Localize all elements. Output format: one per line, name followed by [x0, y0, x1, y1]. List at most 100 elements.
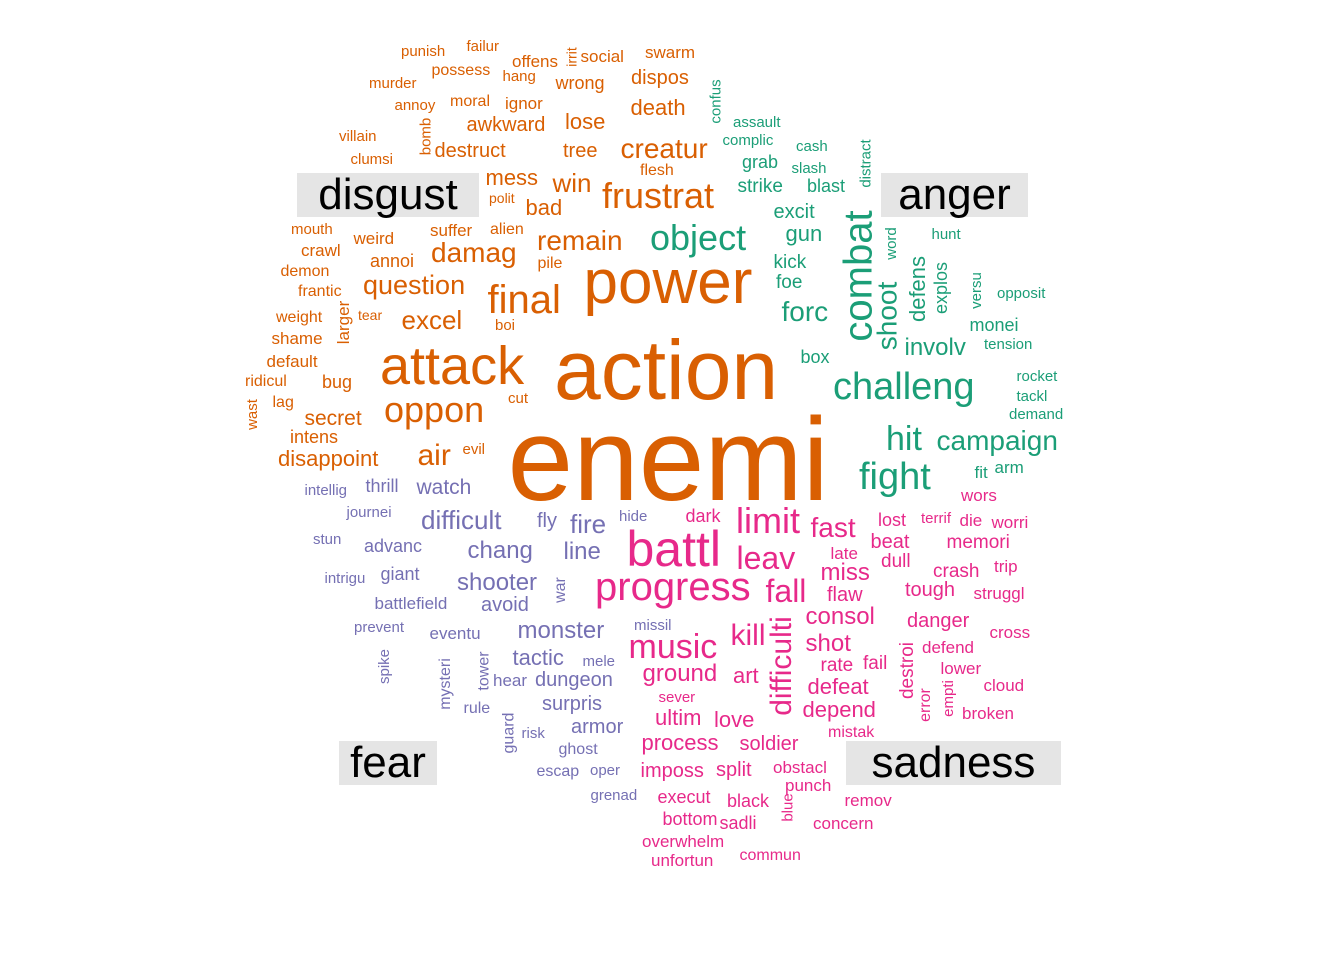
word-fit: fit	[974, 462, 988, 482]
word-unfortun: unfortun	[651, 850, 714, 870]
word-defeat: defeat	[807, 674, 869, 699]
word-cloud: cloud	[983, 675, 1025, 695]
word-lower: lower	[940, 658, 982, 678]
word-death: death	[630, 95, 686, 120]
word-mouth: mouth	[291, 220, 333, 238]
word-excel: excel	[401, 305, 463, 335]
word-larger: larger	[333, 300, 353, 344]
word-tackl: tackl	[1016, 387, 1048, 405]
word-beat: beat	[870, 531, 910, 553]
word-confus: confus	[707, 78, 725, 124]
word-fall: fall	[765, 573, 807, 609]
word-swarm: swarm	[645, 42, 696, 62]
word-cross: cross	[989, 622, 1031, 642]
word-murder: murder	[369, 74, 417, 92]
word-blue: blue	[779, 792, 797, 822]
word-cash: cash	[796, 137, 828, 155]
word-dull: dull	[881, 550, 911, 572]
word-monei: monei	[969, 315, 1019, 335]
word-offens: offens	[512, 51, 559, 71]
word-defens: defens	[905, 255, 931, 323]
word-irrit: irrit	[563, 47, 580, 67]
word-obstacl: obstacl	[773, 757, 827, 777]
word-hide: hide	[619, 507, 648, 525]
word-late: late	[830, 543, 858, 563]
word-excit: excit	[773, 201, 815, 223]
word-guard: guard	[499, 712, 517, 754]
word-secret: secret	[304, 406, 362, 430]
word-bottom: bottom	[662, 809, 718, 829]
word-rocket: rocket	[1016, 367, 1058, 385]
word-bad: bad	[525, 195, 563, 220]
word-advanc: advanc	[364, 536, 423, 556]
word-kill: kill	[730, 619, 766, 652]
word-overwhelm: overwhelm	[642, 831, 725, 851]
word-disappoint: disappoint	[278, 446, 379, 471]
word-sever: sever	[658, 688, 696, 706]
word-social: social	[580, 46, 624, 66]
word-concern: concern	[813, 813, 874, 833]
word-annoy: annoy	[394, 96, 436, 114]
word-possess: possess	[431, 62, 491, 79]
word-evil: evil	[462, 440, 486, 458]
word-weird: weird	[353, 228, 395, 248]
word-punch: punch	[785, 775, 832, 795]
word-avoid: avoid	[481, 594, 529, 616]
word-hear: hear	[493, 670, 528, 690]
word-mele: mele	[582, 652, 616, 670]
word-ridicul: ridicul	[245, 373, 287, 390]
word-punish: punish	[401, 42, 446, 60]
word-creatur: creatur	[620, 133, 708, 164]
word-missil: missil	[634, 616, 672, 634]
word-moral: moral	[450, 93, 491, 110]
word-blast: blast	[807, 176, 846, 196]
word-tactic: tactic	[512, 645, 564, 670]
word-battlefield: battlefield	[374, 593, 448, 613]
word-destroi: destroi	[896, 641, 918, 699]
word-journei: journei	[346, 503, 392, 521]
word-arm: arm	[994, 457, 1024, 477]
word-leav: leav	[736, 540, 796, 576]
word-broken: broken	[962, 703, 1014, 723]
word-demon: demon	[280, 263, 330, 280]
word-shoot: shoot	[870, 281, 902, 351]
word-miss: miss	[820, 559, 870, 586]
word-fail: fail	[863, 652, 888, 674]
word-box: box	[800, 347, 830, 367]
word-campaign: campaign	[936, 425, 1058, 456]
word-default: default	[266, 351, 318, 371]
word-alien: alien	[490, 221, 524, 238]
word-terrif: terrif	[921, 509, 951, 527]
word-hang: hang	[502, 67, 536, 85]
word-intrigu: intrigu	[324, 569, 366, 587]
word-weight: weight	[276, 309, 323, 326]
word-hit: hit	[886, 420, 922, 458]
word-flaw: flaw	[827, 584, 863, 606]
word-air: air	[417, 439, 451, 472]
word-crash: crash	[933, 560, 980, 582]
word-bomb: bomb	[417, 117, 435, 155]
word-dungeon: dungeon	[535, 669, 613, 691]
word-grab: grab	[742, 152, 779, 172]
word-clumsi: clumsi	[350, 150, 394, 168]
word-memori: memori	[946, 531, 1010, 553]
word-stun: stun	[313, 530, 342, 548]
word-involv: involv	[904, 334, 966, 361]
word-progress: progress	[595, 565, 751, 609]
word-gun: gun	[785, 221, 823, 246]
word-war: war	[551, 577, 569, 603]
word-annoi: annoi	[370, 251, 415, 271]
word-lost: lost	[878, 510, 907, 530]
word-failur: failur	[466, 37, 500, 55]
word-mistak: mistak	[828, 724, 875, 741]
word-rate: rate	[820, 654, 854, 676]
word-damag: damag	[431, 237, 517, 268]
word-watch: watch	[416, 475, 472, 499]
word-action: action	[554, 323, 779, 417]
word-lag: lag	[272, 394, 294, 411]
word-object: object	[650, 217, 747, 258]
word-enemi: enemi	[507, 394, 829, 526]
word-armor: armor	[571, 716, 624, 738]
word-thrill: thrill	[365, 476, 399, 496]
word-distract: distract	[857, 138, 875, 188]
